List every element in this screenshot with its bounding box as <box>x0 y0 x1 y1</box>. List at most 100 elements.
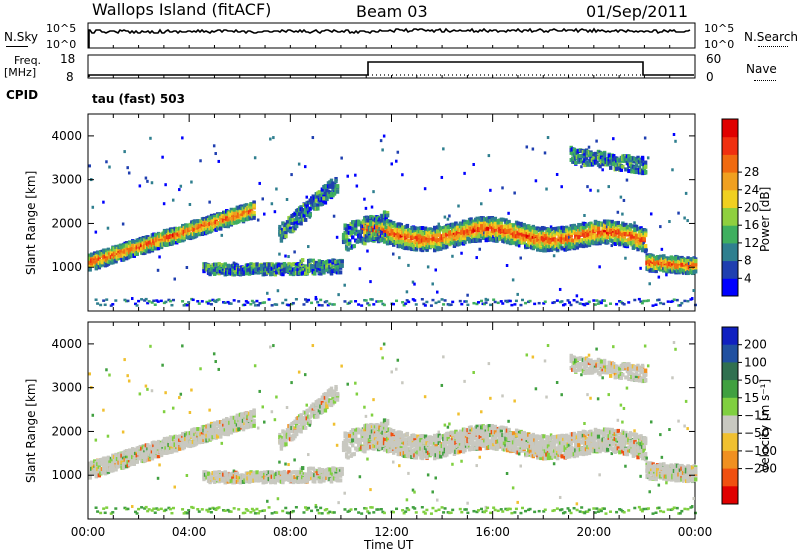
power-pixel <box>633 221 636 225</box>
power-pixel <box>322 269 326 274</box>
power-pixel <box>555 231 560 236</box>
power-pixel <box>656 298 660 302</box>
power-pixel <box>226 224 230 229</box>
power-pixel <box>584 243 589 248</box>
velocity-pixel <box>94 506 98 509</box>
power-pixel <box>285 197 289 201</box>
power-pixel <box>390 162 393 166</box>
power-pixel <box>329 262 334 267</box>
power-pixel <box>431 282 434 286</box>
power-pixel <box>475 231 479 236</box>
power-pixel <box>581 161 586 166</box>
power-pixel <box>281 230 285 235</box>
power-pixel <box>369 280 372 284</box>
power-pixel <box>481 302 485 306</box>
power-pixel <box>484 301 488 304</box>
power-pixel <box>352 244 356 249</box>
power-pixel <box>634 167 639 172</box>
power-pixel <box>294 223 299 228</box>
power-pixel <box>493 222 498 227</box>
power-pixel <box>493 219 498 224</box>
power-pixel <box>592 223 596 228</box>
power-pixel <box>461 233 466 238</box>
power-pixel <box>587 145 591 149</box>
power-pixel <box>237 267 240 271</box>
power-pixel <box>137 299 141 303</box>
power-pixel <box>551 227 555 232</box>
power-pixel <box>358 267 362 271</box>
power-pixel <box>121 247 126 252</box>
power-pixel <box>605 235 610 240</box>
power-pixel <box>610 224 614 229</box>
power-pixel <box>420 248 425 253</box>
power-pixel <box>607 153 611 158</box>
power-pixel <box>376 300 380 303</box>
power-data <box>88 132 698 307</box>
power-pixel <box>290 173 293 177</box>
power-pixel <box>654 269 658 274</box>
power-pixel <box>344 227 349 232</box>
power-pixel <box>138 184 142 188</box>
power-pixel <box>575 300 579 304</box>
power-pixel <box>109 304 113 307</box>
power-pixel <box>513 239 517 244</box>
power-pixel <box>331 187 335 192</box>
power-pixel <box>569 245 573 250</box>
power-pixel <box>460 251 463 255</box>
power-pixel <box>170 303 174 307</box>
power-pixel <box>243 303 247 307</box>
power-pixel <box>480 299 484 303</box>
power-pixel <box>320 187 325 192</box>
power-pixel <box>627 154 631 159</box>
station-title: Wallops Island (fitACF) <box>92 0 272 19</box>
power-pixel <box>548 228 552 233</box>
power-pixel <box>442 147 445 151</box>
power-pixel <box>366 302 370 305</box>
nsearch-label: N.Search <box>744 30 799 44</box>
velocity-pixel <box>88 372 92 376</box>
power-pixel <box>516 234 520 239</box>
power-pixel <box>99 303 103 307</box>
nave-legend-line <box>754 80 776 81</box>
power-pixel <box>405 299 409 302</box>
power-pixel <box>411 280 415 284</box>
power-pixel <box>527 229 531 234</box>
power-pixel <box>643 169 648 174</box>
power-pixel <box>489 303 493 307</box>
power-pixel <box>97 255 102 260</box>
power-pixel <box>273 272 278 277</box>
power-pixel <box>665 273 668 277</box>
power-pixel <box>150 301 154 304</box>
power-pixel <box>473 220 478 225</box>
power-pixel <box>637 165 642 170</box>
power-pixel <box>178 238 182 243</box>
power-pixel <box>440 298 444 301</box>
power-pixel <box>217 262 221 267</box>
power-pixel <box>551 301 555 305</box>
power-pixel <box>294 297 298 301</box>
power-pixel <box>220 270 224 275</box>
power-pixel <box>546 236 551 241</box>
power-pixel <box>413 282 416 286</box>
power-pixel <box>299 205 303 210</box>
power-pixel <box>543 233 548 238</box>
nave-tick-bottom: 0 <box>706 70 714 84</box>
power-pixel <box>565 225 569 230</box>
power-pixel <box>674 139 677 143</box>
power-pixel <box>616 223 620 228</box>
power-pixel <box>416 237 420 242</box>
power-pixel <box>88 164 92 168</box>
power-pixel <box>159 245 164 250</box>
power-pixel <box>507 211 510 215</box>
freq-tick-top: 18 <box>60 52 76 66</box>
power-pixel <box>413 226 417 231</box>
power-pixel <box>146 179 149 183</box>
power-pixel <box>253 156 257 160</box>
power-pixel <box>583 163 587 168</box>
power-pixel <box>252 203 256 208</box>
power-pixel <box>475 216 479 221</box>
power-pixel <box>162 202 166 206</box>
nsky-line <box>88 27 691 48</box>
power-pixel <box>366 222 370 227</box>
power-pixel <box>598 164 602 169</box>
